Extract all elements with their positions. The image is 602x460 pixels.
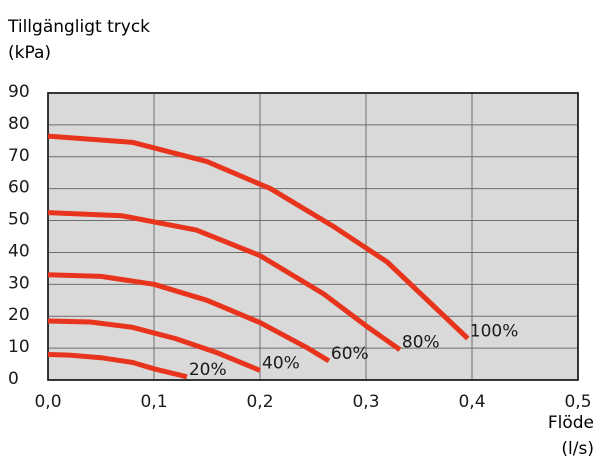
series-label-100pct: 100% (470, 322, 519, 342)
y-axis-unit: (kPa) (8, 43, 51, 63)
x-axis-unit: (l/s) (561, 439, 594, 459)
series-label-80pct: 80% (402, 333, 440, 353)
y-tick-label: 40 (8, 241, 30, 261)
x-tick-labels: 0,0 0,1 0,2 0,3 0,4 0,5 (34, 392, 591, 412)
x-tick-label: 0,0 (34, 392, 61, 412)
y-tick-label: 20 (8, 305, 30, 325)
y-tick-label: 80 (8, 114, 30, 134)
x-tick-label: 0,4 (458, 392, 485, 412)
x-tick-label: 0,3 (352, 392, 379, 412)
y-tick-labels: 0 10 20 30 40 50 60 70 80 90 (8, 82, 30, 389)
y-tick-label: 60 (8, 178, 30, 198)
y-tick-label: 90 (8, 82, 30, 102)
series-label-40pct: 40% (262, 353, 300, 373)
series-label-20pct: 20% (189, 360, 227, 380)
y-tick-label: 10 (8, 337, 30, 357)
series-label-60pct: 60% (331, 344, 369, 364)
x-tick-label: 0,5 (564, 392, 591, 412)
y-tick-label: 70 (8, 146, 30, 166)
x-tick-label: 0,2 (246, 392, 273, 412)
y-tick-label: 0 (8, 369, 19, 389)
x-axis-title: Flöde (548, 413, 594, 433)
y-tick-label: 30 (8, 273, 30, 293)
y-axis-title: Tillgängligt tryck (7, 17, 150, 37)
y-tick-label: 50 (8, 210, 30, 230)
x-tick-label: 0,1 (140, 392, 167, 412)
